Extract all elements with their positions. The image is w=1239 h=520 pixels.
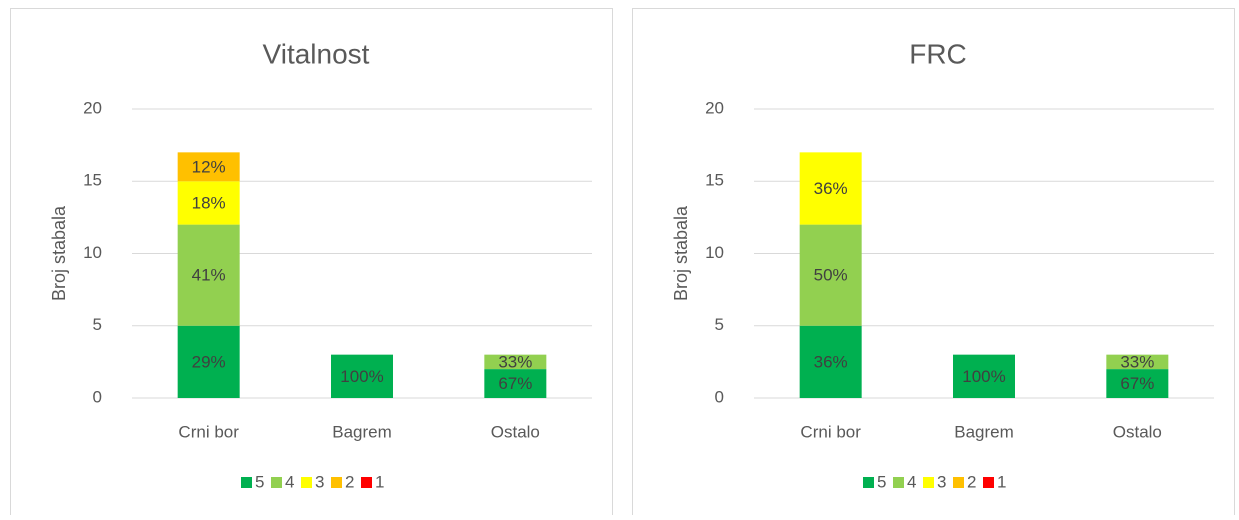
legend-label: 1	[375, 472, 384, 491]
data-label: 33%	[498, 352, 532, 371]
data-label: 18%	[192, 193, 226, 212]
bar-segment	[484, 354, 547, 370]
y-tick-label: 0	[715, 387, 724, 406]
legend-swatch	[301, 477, 312, 488]
y-tick-label: 0	[93, 387, 102, 406]
bar-segment	[331, 354, 393, 398]
legend-swatch	[983, 477, 994, 488]
bar-segment	[1106, 369, 1169, 398]
data-label: 67%	[1120, 374, 1154, 393]
legend-swatch	[893, 477, 904, 488]
legend-label: 5	[877, 472, 886, 491]
legend-label: 4	[285, 472, 294, 491]
legend-swatch	[271, 477, 282, 488]
x-tick-label: Bagrem	[332, 422, 392, 441]
legend-label: 4	[907, 472, 916, 491]
legend-swatch	[923, 477, 934, 488]
bar-segment	[177, 224, 240, 326]
bar-segment	[177, 152, 240, 182]
legend-swatch	[241, 477, 252, 488]
data-label: 33%	[1120, 352, 1154, 371]
x-tick-label: Crni bor	[800, 422, 861, 441]
bar-segment	[1106, 354, 1169, 370]
bar-segment	[799, 325, 862, 398]
y-tick-label: 15	[705, 171, 724, 190]
legend-label: 1	[997, 472, 1006, 491]
legend-label: 2	[967, 472, 976, 491]
data-label: 50%	[814, 266, 848, 285]
x-tick-label: Ostalo	[491, 422, 540, 441]
data-label: 41%	[192, 266, 226, 285]
y-tick-label: 20	[705, 98, 724, 117]
legend-swatch	[361, 477, 372, 488]
y-tick-label: 10	[83, 243, 102, 262]
bar-segment	[799, 224, 862, 326]
bar-segment	[953, 354, 1015, 398]
panel-border	[10, 8, 613, 520]
legend-label: 3	[315, 472, 324, 491]
data-label: 36%	[814, 352, 848, 371]
y-axis-label: Broj stabala	[671, 205, 691, 301]
bar-segment	[177, 325, 240, 398]
data-label: 36%	[814, 179, 848, 198]
panel-border	[632, 8, 1235, 520]
data-label: 29%	[192, 352, 226, 371]
y-tick-label: 10	[705, 243, 724, 262]
y-tick-label: 20	[83, 98, 102, 117]
x-tick-label: Ostalo	[1113, 422, 1162, 441]
y-tick-label: 15	[83, 171, 102, 190]
data-label: 12%	[192, 157, 226, 176]
bar-segment	[484, 369, 547, 398]
bar-segment	[177, 181, 240, 225]
chart-title: Vitalnost	[263, 38, 370, 69]
y-tick-label: 5	[715, 315, 724, 334]
chart-title: FRC	[909, 38, 967, 69]
bar-segment	[799, 152, 862, 225]
data-label: 100%	[340, 367, 383, 386]
data-label: 67%	[498, 374, 532, 393]
y-axis-label: Broj stabala	[49, 205, 69, 301]
data-label: 100%	[962, 367, 1005, 386]
y-tick-label: 5	[93, 315, 102, 334]
legend-label: 3	[937, 472, 946, 491]
legend-swatch	[863, 477, 874, 488]
x-tick-label: Bagrem	[954, 422, 1014, 441]
legend-label: 5	[255, 472, 264, 491]
x-tick-label: Crni bor	[178, 422, 239, 441]
legend-swatch	[953, 477, 964, 488]
legend-swatch	[331, 477, 342, 488]
legend-label: 2	[345, 472, 354, 491]
